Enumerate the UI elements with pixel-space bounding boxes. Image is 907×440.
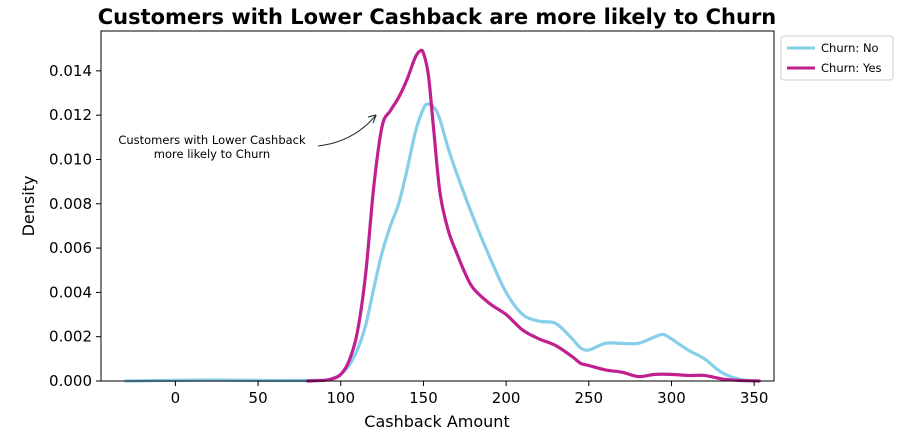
x-axis-label: Cashback Amount [364,412,509,431]
plot-area [100,30,775,383]
annotation: Customers with Lower Cashback more likel… [118,114,377,161]
series-line-churn-no [124,102,756,383]
series-line-churn-yes [306,48,761,383]
annotation-line-1: Customers with Lower Cashback [118,133,306,147]
annotation-arrow [317,114,377,147]
x-tick-label: 100 [326,389,355,407]
x-tick-label: 200 [492,389,521,407]
plot-frame [100,30,775,382]
y-tick-label: 0.002 [49,328,92,346]
x-tick-label: 150 [409,389,438,407]
legend: Churn: No Churn: Yes [780,35,894,81]
x-tick-label: 50 [249,389,268,407]
chart-title: Customers with Lower Cashback are more l… [98,5,777,29]
y-tick-label: 0.006 [49,239,92,257]
x-tick-label: 250 [574,389,603,407]
legend-label-churn-no: Churn: No [821,41,879,55]
y-tick-label: 0.014 [49,62,92,80]
x-axis: 0 50 100 150 200 250 300 350 [171,381,769,407]
series-layer [124,48,761,383]
y-tick-label: 0.012 [49,106,92,124]
annotation-arrowhead [368,114,377,124]
x-tick-label: 0 [171,389,181,407]
y-axis-label: Density [19,176,38,237]
annotation-line-2: more likely to Churn [154,147,270,161]
y-tick-label: 0.004 [49,283,92,301]
x-tick-label: 300 [657,389,686,407]
legend-label-churn-yes: Churn: Yes [821,61,882,75]
plot-background [101,31,774,381]
y-axis: 0.000 0.002 0.004 0.006 0.008 0.010 0.012 0.014 [49,62,101,390]
x-tick-label: 350 [740,389,769,407]
y-tick-label: 0.010 [49,150,92,168]
y-tick-label: 0.008 [49,195,92,213]
y-tick-label: 0.000 [49,372,92,390]
